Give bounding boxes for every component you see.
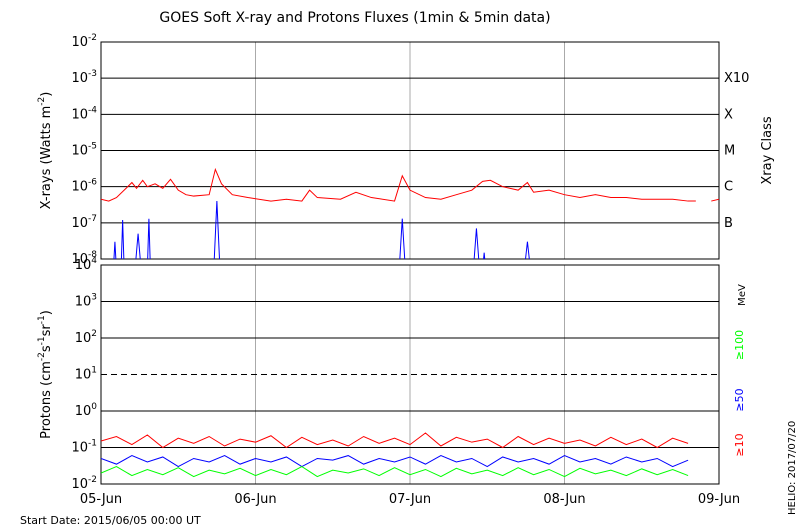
y-tick-label: 10-8	[71, 250, 97, 267]
y-tick-label: 10-4	[71, 105, 97, 122]
class-label: X10	[724, 71, 749, 86]
y-tick-label: 10-3	[71, 69, 97, 86]
plot-area	[101, 167, 719, 259]
y-axis-label: Protons (cm-2s-1sr-1)	[37, 310, 54, 439]
class-axis-label: Xray Class	[760, 116, 775, 184]
y-tick-label: 10-1	[71, 438, 97, 455]
y-tick-label: 10-5	[71, 141, 97, 158]
y-tick-label: 102	[75, 329, 97, 346]
y-tick-label: 10-6	[71, 177, 97, 194]
unit-label: MeV	[737, 284, 748, 306]
x-tick-label: 07-Jun	[389, 492, 431, 507]
plot-frame	[100, 264, 720, 485]
series-line	[101, 167, 719, 202]
x-tick-label: 05-Jun	[80, 492, 122, 507]
class-label: M	[724, 143, 735, 158]
y-tick-label: 10-2	[71, 33, 97, 50]
chart-title: GOES Soft X-ray and Protons Fluxes (1min…	[159, 10, 550, 26]
y-tick-label: 100	[75, 402, 98, 419]
stamp: HELIO: 2017/07/20	[787, 421, 798, 515]
class-label: X	[724, 107, 733, 122]
x-tick-label: 09-Jun	[698, 492, 740, 507]
y-tick-label: 10-7	[71, 213, 97, 230]
series-line	[113, 201, 530, 259]
class-label: B	[724, 215, 733, 230]
legend-label: ≥100	[733, 330, 746, 360]
y-axis-label: X-rays (Watts m-2)	[37, 92, 54, 210]
x-tick-label: 06-Jun	[234, 492, 276, 507]
y-tick-label: 104	[75, 256, 98, 273]
legend-label: ≥10	[733, 433, 746, 456]
y-tick-label: 103	[75, 292, 97, 309]
y-tick-label: 101	[75, 365, 97, 382]
x-tick-label: 08-Jun	[543, 492, 585, 507]
legend-label: ≥50	[733, 388, 746, 411]
plot-frame	[100, 41, 720, 260]
y-tick-label: 10-2	[71, 475, 97, 492]
class-label: C	[724, 179, 733, 194]
start-date: Start Date: 2015/06/05 00:00 UT	[20, 514, 201, 527]
